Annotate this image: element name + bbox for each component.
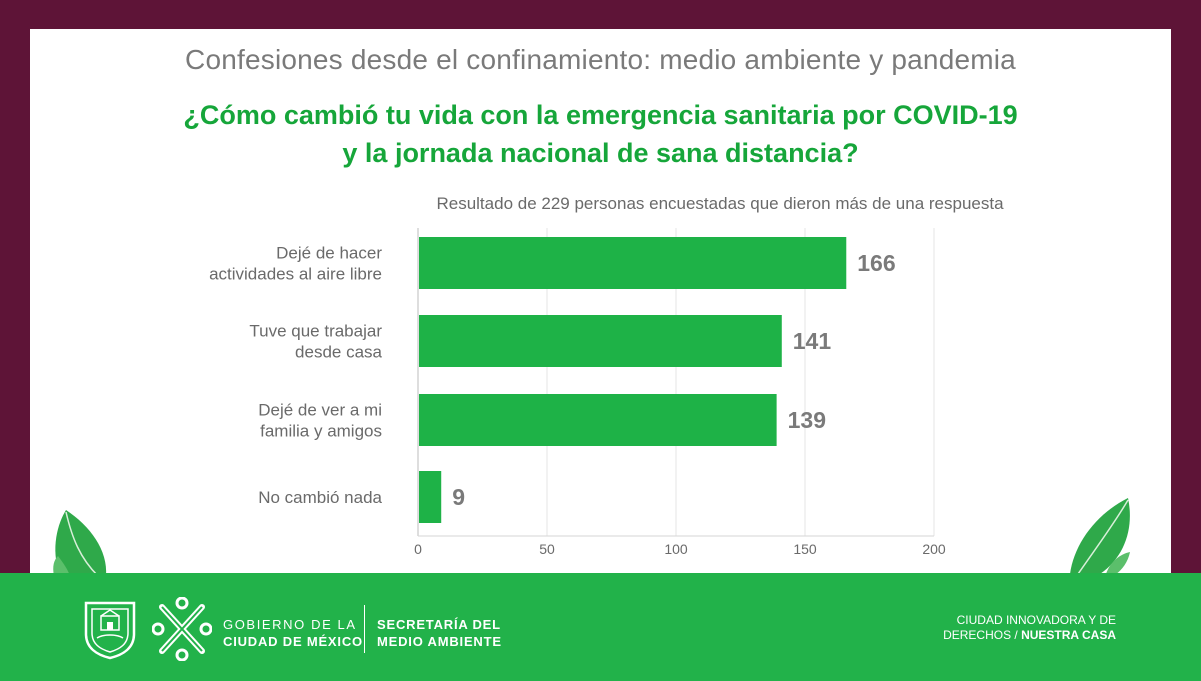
leaf-right-icon	[1070, 498, 1130, 575]
slogan: CIUDAD INNOVADORA Y DE DERECHOS / NUESTR…	[880, 613, 1116, 643]
x-tick-label: 200	[922, 541, 946, 557]
question-line-1: ¿Cómo cambió tu vida con la emergencia s…	[183, 100, 1018, 130]
chart-title: Resultado de 229 personas encuestadas qu…	[436, 194, 1004, 213]
category-label: Tuve que trabajar	[249, 322, 382, 341]
gov-line-2: CIUDAD DE MÉXICO	[223, 634, 363, 649]
survey-question: ¿Cómo cambió tu vida con la emergencia s…	[0, 96, 1201, 172]
leaf-left-icon	[53, 510, 107, 577]
cdmx-shield-icon	[84, 601, 136, 660]
page-title: Confesiones desde el confinamiento: medi…	[185, 44, 1016, 75]
slogan-bold: NUESTRA CASA	[1021, 628, 1116, 642]
value-label: 166	[857, 250, 895, 276]
category-label: desde casa	[295, 343, 382, 362]
category-label: actividades al aire libre	[209, 265, 382, 284]
x-tick-label: 100	[664, 541, 688, 557]
x-tick-label: 0	[414, 541, 422, 557]
bar-2	[419, 394, 777, 446]
slogan-prefix: DERECHOS /	[943, 628, 1022, 642]
slogan-line-2: DERECHOS / NUESTRA CASA	[880, 628, 1116, 643]
footer-divider	[364, 605, 365, 653]
bar-1	[419, 315, 782, 367]
question-line-2: y la jornada nacional de sana distancia?	[342, 138, 859, 168]
x-tick-label: 150	[793, 541, 817, 557]
category-label: No cambió nada	[258, 488, 382, 507]
sec-line-2: MEDIO AMBIENTE	[377, 634, 502, 649]
cdmx-emblem-icon	[152, 597, 212, 661]
category-label: Dejé de ver a mi	[258, 401, 382, 420]
category-label: Dejé de hacer	[276, 244, 382, 263]
content-card	[30, 29, 1171, 589]
value-label: 139	[788, 407, 826, 433]
bar-3	[419, 471, 442, 523]
gov-line-1: GOBIERNO DE LA	[223, 617, 357, 632]
sec-line-1: SECRETARÍA DEL	[377, 617, 501, 632]
slogan-line-1: CIUDAD INNOVADORA Y DE	[956, 613, 1116, 627]
gov-name: GOBIERNO DE LA CIUDAD DE MÉXICO	[223, 616, 363, 650]
x-tick-label: 50	[539, 541, 555, 557]
category-label: familia y amigos	[260, 422, 382, 441]
value-label: 9	[452, 484, 465, 510]
secretaria-name: SECRETARÍA DEL MEDIO AMBIENTE	[377, 616, 502, 650]
bar-0	[419, 237, 847, 289]
value-label: 141	[793, 328, 832, 354]
